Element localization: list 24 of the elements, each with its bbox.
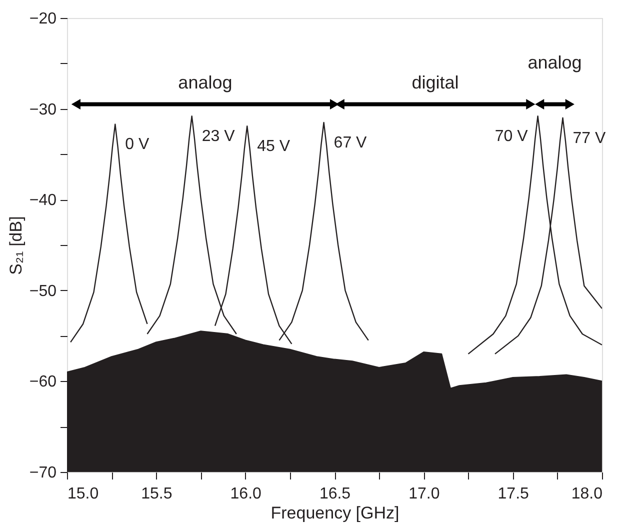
- series-label: 67 V: [334, 134, 368, 152]
- y-tick-label: −30: [29, 101, 57, 118]
- x-tick-label: 18.0: [571, 486, 603, 502]
- x-tick-label: 16.5: [319, 486, 351, 502]
- x-tick-label: 15.5: [141, 486, 172, 502]
- series-label: 70 V: [494, 128, 528, 146]
- y-tick-label: −70: [29, 464, 57, 482]
- annotation: digital: [412, 72, 459, 92]
- y-axis-title: S₂₁ [dB]: [6, 216, 26, 275]
- series-label: 23 V: [202, 128, 236, 146]
- x-tick-label: 15.0: [68, 486, 99, 502]
- x-tick-label: 16.0: [230, 486, 262, 502]
- x-axis-title: Frequency [GHz]: [270, 504, 400, 522]
- y-tick-label: −20: [29, 10, 57, 28]
- series-label: 45 V: [257, 138, 290, 156]
- series-label: 0 V: [125, 136, 150, 154]
- y-tick-label: −60: [29, 374, 57, 391]
- x-tick-label: 17.5: [498, 486, 530, 502]
- annotation: analog: [178, 72, 232, 92]
- series-label: 77 V: [572, 130, 606, 147]
- x-tick-label: 17.0: [408, 486, 440, 502]
- y-tick-label: −50: [29, 282, 57, 300]
- y-tick-label: −40: [29, 192, 57, 210]
- annotation: analog: [528, 52, 582, 72]
